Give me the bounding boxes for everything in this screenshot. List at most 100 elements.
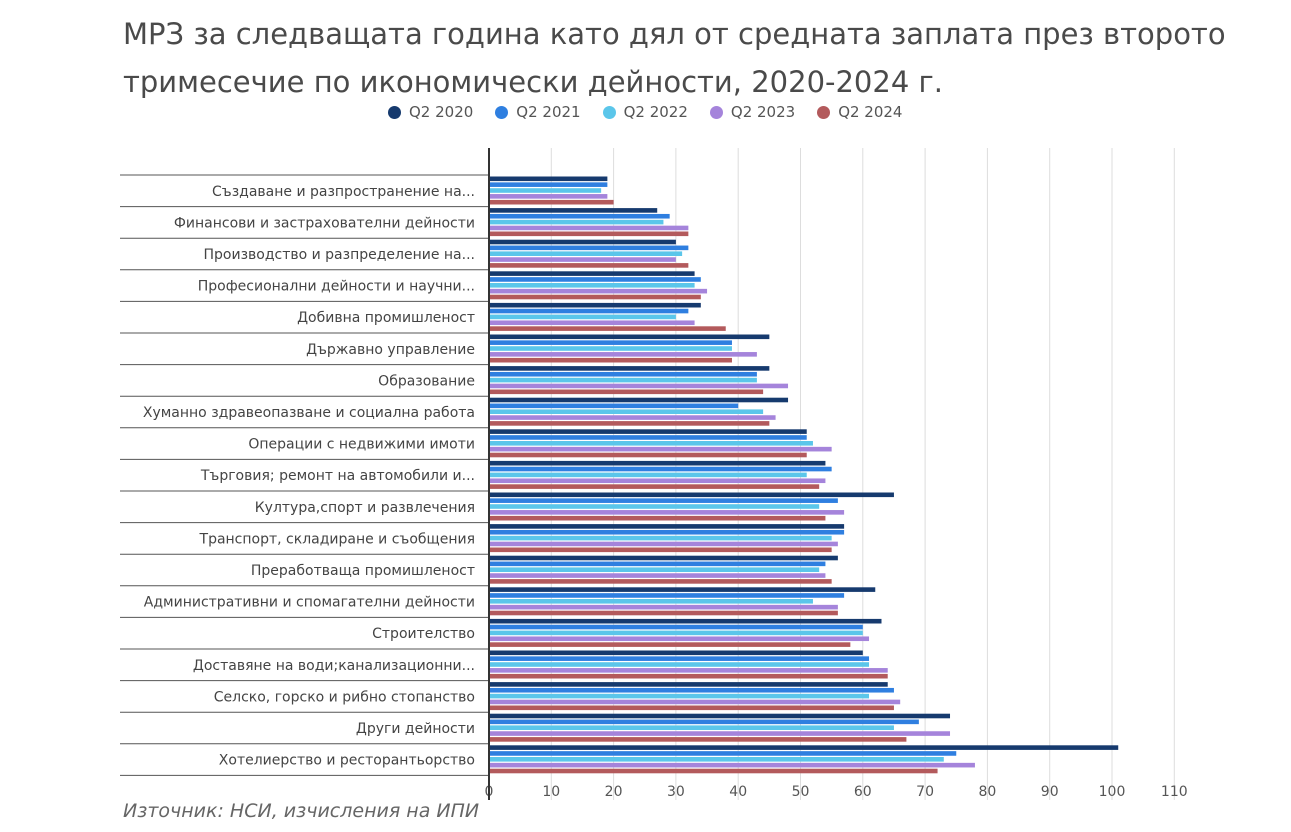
- bar: [489, 587, 876, 592]
- bar: [489, 213, 670, 219]
- legend-label: Q2 2020: [409, 103, 474, 121]
- bar: [489, 357, 732, 363]
- bar: [489, 472, 807, 478]
- bar: [489, 492, 894, 498]
- x-tick-label: 40: [729, 784, 747, 800]
- bar: [489, 277, 701, 282]
- bar: [489, 693, 870, 699]
- bar: [489, 182, 608, 187]
- category-label: Образование: [378, 373, 475, 389]
- bar: [489, 567, 820, 572]
- bar: [489, 283, 695, 288]
- x-tick-label: 10: [542, 784, 560, 800]
- bar: [489, 610, 838, 616]
- bar: [489, 719, 919, 725]
- bar: [489, 452, 807, 458]
- legend-item-q2-2020: Q2 2020: [388, 101, 473, 123]
- bar: [489, 225, 689, 231]
- bar: [489, 176, 608, 182]
- bar: [489, 751, 957, 756]
- bar: [489, 515, 826, 521]
- x-tick-label: 50: [792, 784, 810, 800]
- category-label: Административни и спомагателни дейности: [144, 595, 475, 611]
- bar: [489, 642, 851, 647]
- legend-swatch: [388, 105, 401, 119]
- category-label: Транспорт, складиране и съобщения: [199, 531, 475, 547]
- bar: [489, 188, 602, 193]
- category-label: Професионални дейности и научни...: [198, 279, 475, 295]
- bar: [489, 466, 832, 472]
- legend-swatch: [602, 105, 616, 119]
- bar: [489, 383, 789, 389]
- bar: [489, 251, 683, 256]
- bar: [489, 366, 770, 371]
- bar: [489, 346, 732, 351]
- bar: [489, 687, 894, 693]
- bar: [489, 547, 832, 553]
- legend-item-q2-2021: Q2 2021: [495, 101, 581, 123]
- bar: [489, 239, 676, 245]
- bar: [489, 656, 870, 661]
- x-tick-label: 80: [978, 784, 996, 800]
- legend-label: Q2 2023: [730, 103, 796, 121]
- bar: [489, 668, 888, 673]
- bar: [489, 768, 938, 774]
- bar: [489, 460, 826, 466]
- bar: [489, 599, 813, 604]
- bar: [489, 326, 726, 331]
- bar: [489, 308, 689, 314]
- bar: [489, 725, 894, 730]
- category-label: Доставяне на води;канализационни...: [193, 658, 475, 674]
- bar: [489, 397, 789, 403]
- category-label: Култура,спорт и развлечения: [255, 500, 475, 516]
- chart-title: МРЗ за следващата година като дял от сре…: [123, 17, 1226, 99]
- bar: [489, 579, 832, 584]
- source-note: Източник: НСИ, изчисления на ИПИ: [123, 800, 480, 822]
- bar: [489, 199, 614, 205]
- category-label: Добивна промишленост: [297, 310, 475, 326]
- category-label: Преработваща промишленост: [251, 563, 475, 579]
- bar: [489, 231, 689, 237]
- bar: [489, 535, 832, 541]
- bar: [489, 257, 676, 262]
- bar: [489, 541, 838, 547]
- bar: [489, 415, 776, 420]
- category-label: Финансови и застрахователни дейности: [174, 215, 475, 231]
- bar: [489, 219, 664, 225]
- bar: [489, 604, 838, 610]
- bar: [489, 762, 975, 768]
- bar: [489, 403, 739, 409]
- bar: [489, 745, 1119, 750]
- bar: [489, 682, 888, 687]
- bar: [489, 705, 894, 711]
- bar: [489, 713, 951, 719]
- bar: [489, 673, 888, 679]
- bar: [489, 699, 901, 705]
- bar: [489, 389, 764, 395]
- bar: [489, 320, 695, 326]
- bar: [489, 524, 845, 529]
- bar: [489, 624, 863, 630]
- category-label: Други дейности: [356, 721, 475, 737]
- bar: [489, 630, 863, 636]
- legend-swatch: [709, 105, 723, 119]
- bar: [489, 421, 770, 426]
- legend-swatch: [495, 105, 509, 119]
- bar: [489, 271, 695, 276]
- bar: [489, 194, 608, 199]
- bar: [489, 662, 870, 667]
- bar: [489, 263, 689, 268]
- legend-item-q2-2024: Q2 2024: [817, 101, 902, 123]
- bar: [489, 288, 708, 294]
- category-label: Държавно управление: [306, 342, 475, 358]
- x-tick-label: 90: [1041, 784, 1059, 800]
- bar: [489, 441, 813, 446]
- bar: [489, 484, 820, 489]
- bar: [489, 731, 951, 736]
- category-label: Хуманно здравеопазване и социална работа: [143, 405, 475, 421]
- category-label: Хотелиерство и ресторантьорство: [219, 753, 475, 769]
- x-tick-label: 100: [1099, 784, 1126, 800]
- bar: [489, 429, 807, 434]
- bar: [489, 334, 770, 340]
